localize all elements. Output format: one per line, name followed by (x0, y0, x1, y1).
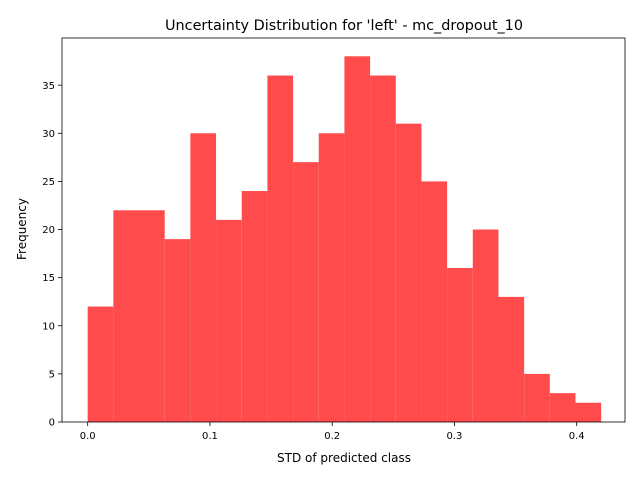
chart-title: Uncertainty Distribution for 'left' - mc… (165, 18, 523, 34)
y-axis-label: Frequency (15, 198, 29, 260)
y-tick-label: 15 (42, 273, 55, 284)
x-tick-label: 0.0 (80, 431, 96, 442)
histogram-bar-14 (447, 268, 473, 422)
x-axis-label: STD of predicted class (277, 451, 411, 465)
histogram-bar-17 (524, 373, 550, 422)
x-tick-label: 0.4 (569, 431, 585, 442)
axes-layer: 0.0 0.1 0.2 0.3 0.4 0 5 10 15 20 25 30 35 (42, 37, 626, 442)
bars-layer (87, 56, 602, 423)
histogram-bar-4 (190, 133, 217, 422)
histogram-bar-19 (575, 402, 602, 422)
histogram-bar-10 (344, 56, 371, 423)
histogram-bar-12 (395, 123, 422, 422)
histogram-bar-15 (472, 229, 499, 422)
histogram-bar-7 (267, 75, 294, 422)
histogram-bar-2 (139, 210, 165, 422)
y-tick-label: 25 (42, 177, 55, 188)
histogram-bar-11 (370, 75, 396, 422)
y-tick-label: 20 (42, 225, 55, 236)
histogram-bar-1 (113, 210, 140, 422)
x-tick-label: 0.3 (446, 431, 462, 442)
histogram-bar-9 (318, 133, 345, 422)
x-tick-label: 0.2 (324, 431, 340, 442)
y-tick-label: 0 (49, 418, 55, 429)
histogram-bar-8 (293, 162, 319, 422)
x-tick-label: 0.1 (202, 431, 218, 442)
axes-frame (61, 37, 626, 423)
histogram-bar-18 (549, 393, 576, 422)
y-tick-label: 35 (42, 81, 55, 92)
histogram-bar-16 (498, 296, 525, 422)
y-tick-label: 10 (42, 321, 55, 332)
histogram-bar-13 (421, 181, 448, 422)
histogram-bar-5 (216, 219, 242, 422)
histogram-bar-6 (241, 191, 268, 422)
histogram-bar-0 (87, 306, 114, 422)
y-tick-label: 5 (49, 369, 55, 380)
histogram-bar-3 (164, 239, 191, 422)
y-tick-label: 30 (42, 129, 55, 140)
